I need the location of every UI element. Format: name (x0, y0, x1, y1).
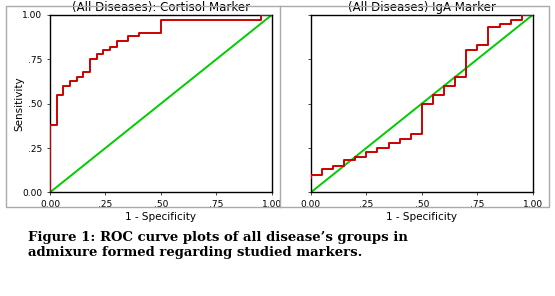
Title: (All Diseases): Cortisol Marker: (All Diseases): Cortisol Marker (72, 1, 250, 14)
Title: (All Diseases) IgA Marker: (All Diseases) IgA Marker (348, 1, 496, 14)
Y-axis label: Sensitivity: Sensitivity (14, 76, 24, 131)
Text: Figure 1: ROC curve plots of all disease’s groups in
admixure formed regarding s: Figure 1: ROC curve plots of all disease… (28, 231, 407, 259)
X-axis label: 1 - Specificity: 1 - Specificity (386, 212, 457, 222)
X-axis label: 1 - Specificity: 1 - Specificity (125, 212, 196, 222)
